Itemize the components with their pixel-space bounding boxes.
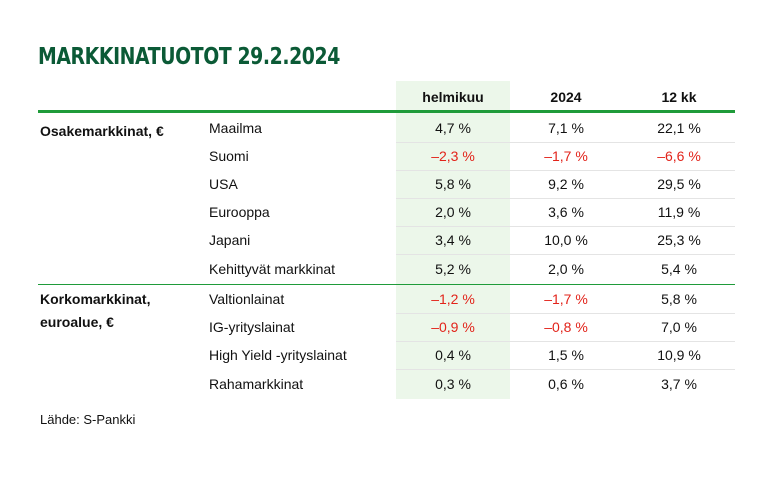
cell-ytd: 0,6 % xyxy=(548,376,584,392)
cell-ytd: 9,2 % xyxy=(548,176,584,192)
row-label: High Yield -yrityslainat xyxy=(209,347,347,363)
table-row: Rahamarkkinat 0,3 % 0,6 % 3,7 % xyxy=(0,376,771,404)
cell-month: 5,2 % xyxy=(435,261,471,277)
cell-month: 4,7 % xyxy=(435,120,471,136)
column-header-12m: 12 kk xyxy=(661,89,697,105)
group-label-line: Korkomarkkinat, xyxy=(40,291,151,307)
row-label: Rahamarkkinat xyxy=(209,376,304,392)
page-title: MARKKINATUOTOT 29.2.2024 xyxy=(38,44,340,70)
group-label-line: euroalue, € xyxy=(40,314,114,330)
cell-12m: 3,7 % xyxy=(661,376,697,392)
cell-ytd: –1,7 % xyxy=(544,148,588,164)
row-separator xyxy=(396,198,735,199)
table-row: Suomi –2,3 % –1,7 % –6,6 % xyxy=(0,148,771,176)
row-separator xyxy=(396,254,735,255)
row-label: Valtionlainat xyxy=(209,291,285,307)
table-row: USA 5,8 % 9,2 % 29,5 % xyxy=(0,176,771,204)
table-row: Kehittyvät markkinat 5,2 % 2,0 % 5,4 % xyxy=(0,261,771,289)
cell-month: –1,2 % xyxy=(431,291,475,307)
table-header: helmikuu 2024 12 kk xyxy=(0,89,771,107)
cell-ytd: –0,8 % xyxy=(544,319,588,335)
row-separator xyxy=(396,369,735,370)
cell-ytd: 3,6 % xyxy=(548,204,584,220)
row-label: IG-yrityslainat xyxy=(209,319,295,335)
header-divider xyxy=(38,110,735,113)
cell-ytd: –1,7 % xyxy=(544,291,588,307)
row-label: Maailma xyxy=(209,120,262,136)
group-label: Korkomarkkinat, euroalue, € xyxy=(40,288,150,334)
cell-12m: 7,0 % xyxy=(661,319,697,335)
table-row: Japani 3,4 % 10,0 % 25,3 % xyxy=(0,232,771,260)
cell-month: –2,3 % xyxy=(431,148,475,164)
group-label: Osakemarkkinat, € xyxy=(40,120,164,143)
cell-ytd: 10,0 % xyxy=(544,232,588,248)
cell-month: 5,8 % xyxy=(435,176,471,192)
group-label-line: Osakemarkkinat, € xyxy=(40,123,164,139)
cell-month: 3,4 % xyxy=(435,232,471,248)
table-row: Valtionlainat –1,2 % –1,7 % 5,8 % xyxy=(0,291,771,319)
highlight-column-background xyxy=(396,81,510,399)
table-row: High Yield -yrityslainat 0,4 % 1,5 % 10,9 % xyxy=(0,347,771,375)
cell-12m: 5,4 % xyxy=(661,261,697,277)
row-label: Japani xyxy=(209,232,251,248)
row-separator xyxy=(396,313,735,314)
row-label: Kehittyvät markkinat xyxy=(209,261,336,277)
cell-12m: 25,3 % xyxy=(657,232,701,248)
row-label: Suomi xyxy=(209,148,249,164)
row-separator xyxy=(396,170,735,171)
row-separator xyxy=(396,142,735,143)
cell-ytd: 2,0 % xyxy=(548,261,584,277)
cell-ytd: 7,1 % xyxy=(548,120,584,136)
source-note: Lähde: S-Pankki xyxy=(40,412,136,427)
table-row: Eurooppa 2,0 % 3,6 % 11,9 % xyxy=(0,204,771,232)
column-header-month: helmikuu xyxy=(422,89,484,105)
cell-month: 0,4 % xyxy=(435,347,471,363)
row-separator xyxy=(396,226,735,227)
row-separator xyxy=(396,341,735,342)
table-row: IG-yrityslainat –0,9 % –0,8 % 7,0 % xyxy=(0,319,771,347)
cell-12m: 22,1 % xyxy=(657,120,701,136)
row-label: Eurooppa xyxy=(209,204,270,220)
cell-12m: 29,5 % xyxy=(657,176,701,192)
cell-12m: –6,6 % xyxy=(657,148,701,164)
cell-month: 2,0 % xyxy=(435,204,471,220)
group-divider xyxy=(38,284,735,285)
cell-month: 0,3 % xyxy=(435,376,471,392)
column-header-ytd: 2024 xyxy=(550,89,582,105)
cell-ytd: 1,5 % xyxy=(548,347,584,363)
cell-month: –0,9 % xyxy=(431,319,475,335)
row-label: USA xyxy=(209,176,238,192)
cell-12m: 10,9 % xyxy=(657,347,701,363)
cell-12m: 11,9 % xyxy=(657,204,701,220)
table-row: Maailma 4,7 % 7,1 % 22,1 % xyxy=(0,120,771,148)
cell-12m: 5,8 % xyxy=(661,291,697,307)
